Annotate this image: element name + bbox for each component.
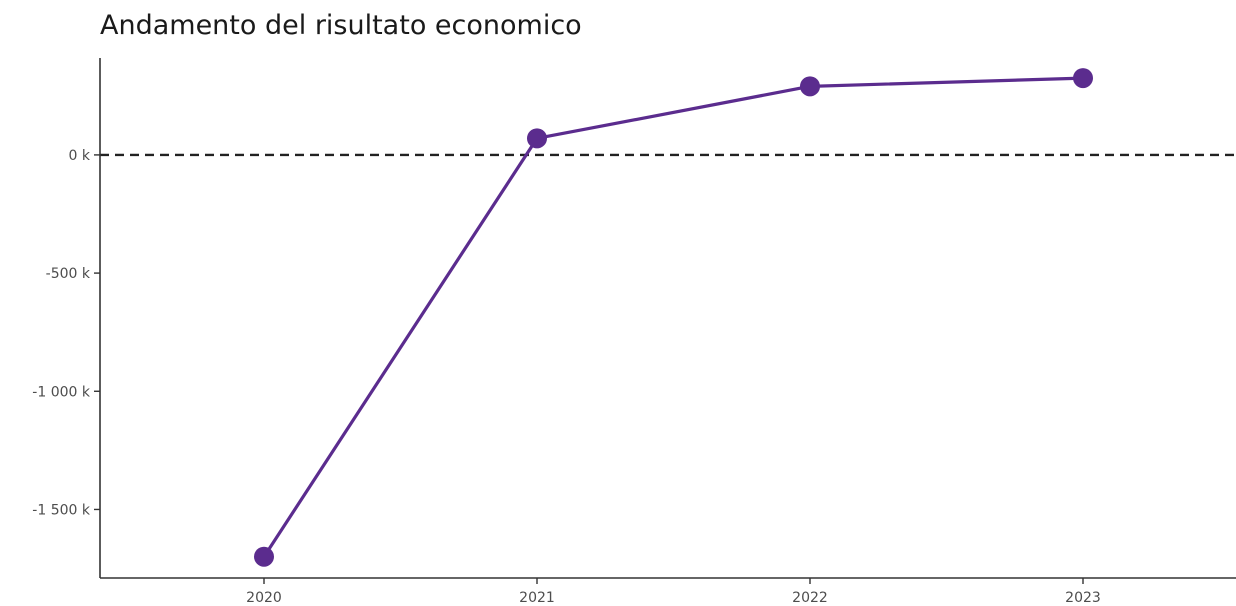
x-tick-label: 2021: [519, 590, 555, 606]
y-axis-ticks: 0 k -500 k -1 000 k -1 500 k: [32, 148, 100, 519]
y-tick-label: -1 000 k: [32, 384, 91, 400]
x-tick-label: 2023: [1065, 590, 1101, 606]
y-tick-label: 0 k: [69, 148, 91, 164]
data-point: [254, 547, 274, 567]
data-point: [800, 76, 820, 96]
series-group: [254, 68, 1093, 567]
axes: [100, 58, 1236, 578]
series-line: [264, 78, 1083, 557]
x-tick-label: 2020: [246, 590, 282, 606]
data-point: [1073, 68, 1093, 88]
x-axis-ticks: 2020 2021 2022 2023: [246, 578, 1101, 606]
data-point: [527, 128, 547, 148]
y-tick-label: -500 k: [46, 266, 91, 282]
y-tick-label: -1 500 k: [32, 502, 91, 518]
x-tick-label: 2022: [792, 590, 828, 606]
